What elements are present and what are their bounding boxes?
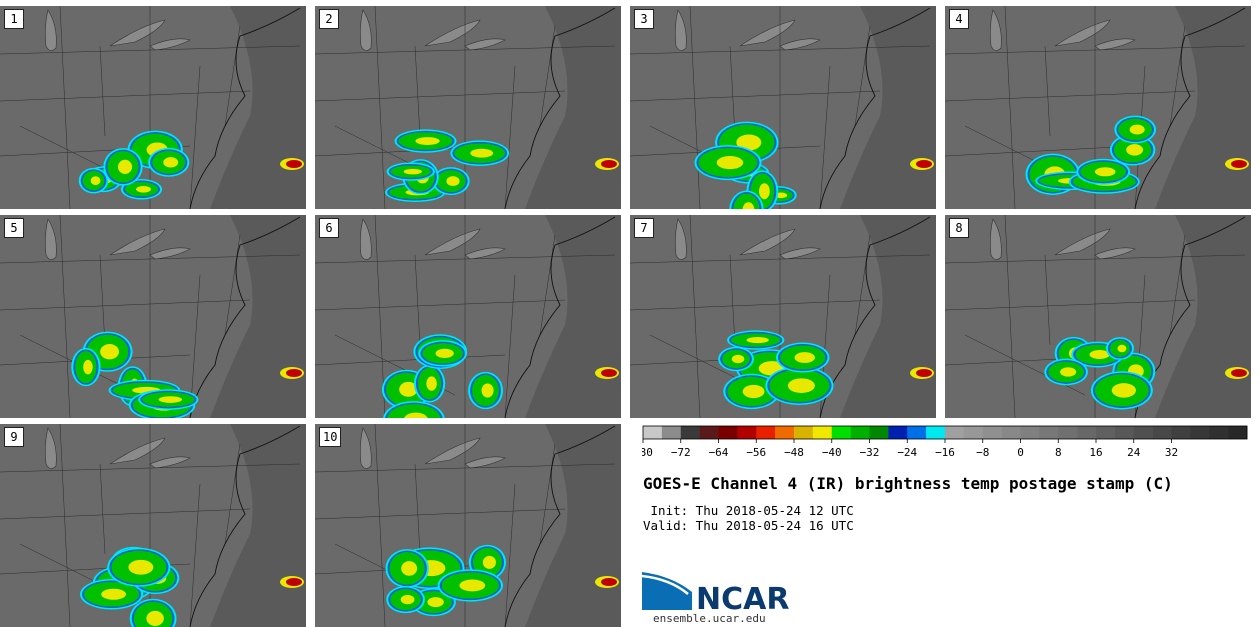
colorbar-swatch bbox=[963, 426, 984, 439]
valid-time: Valid: Thu 2018-05-24 16 UTC bbox=[643, 518, 854, 533]
colorbar-swatch bbox=[1228, 426, 1248, 439]
logo-wordmark: NCAR bbox=[696, 582, 789, 612]
ir-satellite-map bbox=[0, 424, 306, 627]
colorbar-swatch bbox=[1001, 426, 1021, 439]
colorbar-tick-label: −72 bbox=[671, 446, 691, 459]
colorbar-swatch bbox=[869, 426, 889, 439]
colorbar-tick-label: −16 bbox=[935, 446, 955, 459]
init-time: Init: Thu 2018-05-24 12 UTC bbox=[643, 503, 854, 518]
colorbar-tick-label: −56 bbox=[746, 446, 766, 459]
colorbar-tick-label: −40 bbox=[822, 446, 842, 459]
colorbar-tick-label: −64 bbox=[709, 446, 729, 459]
stamp-panel-2: 2 bbox=[315, 6, 621, 209]
chart-title: GOES-E Channel 4 (IR) brightness temp po… bbox=[643, 474, 1173, 493]
stamp-panel-3: 3 bbox=[630, 6, 936, 209]
colorbar-tick-label: −24 bbox=[897, 446, 917, 459]
ir-satellite-map bbox=[945, 215, 1251, 418]
colorbar-swatch bbox=[926, 426, 946, 439]
colorbar-swatch bbox=[850, 426, 870, 439]
stamp-panel-4: 4 bbox=[945, 6, 1251, 209]
ir-satellite-map bbox=[315, 424, 621, 627]
colorbar-swatch bbox=[831, 426, 851, 439]
stamp-panel-8: 8 bbox=[945, 215, 1251, 418]
colorbar-swatch bbox=[1171, 426, 1191, 439]
colorbar-tick-label: 16 bbox=[1089, 446, 1102, 459]
colorbar-swatch bbox=[737, 426, 757, 439]
colorbar-swatch bbox=[1039, 426, 1059, 439]
colorbar-swatch bbox=[775, 426, 795, 439]
panel-number: 3 bbox=[634, 9, 654, 29]
colorbar-swatch bbox=[1152, 426, 1172, 439]
colorbar-swatch bbox=[888, 426, 908, 439]
panel-number: 8 bbox=[949, 218, 969, 238]
colorbar-tick-label: −32 bbox=[860, 446, 880, 459]
panel-number: 5 bbox=[4, 218, 24, 238]
panel-number: 4 bbox=[949, 9, 969, 29]
panel-number: 7 bbox=[634, 218, 654, 238]
colorbar-swatch bbox=[680, 426, 700, 439]
colorbar-swatch bbox=[794, 426, 814, 439]
colorbar-tick-label: −80 bbox=[642, 446, 653, 459]
panel-number: 9 bbox=[4, 427, 24, 447]
colorbar-swatch bbox=[907, 426, 927, 439]
colorbar-swatch bbox=[1114, 426, 1135, 439]
website-url: ensemble.ucar.edu bbox=[653, 612, 766, 625]
panel-number: 10 bbox=[319, 427, 342, 447]
colorbar-swatch bbox=[812, 426, 833, 439]
panel-number: 6 bbox=[319, 218, 339, 238]
colorbar-swatch bbox=[718, 426, 738, 439]
colorbar-swatch bbox=[1077, 426, 1097, 439]
colorbar-tick-label: −8 bbox=[976, 446, 989, 459]
ir-satellite-map bbox=[315, 6, 621, 209]
ir-satellite-map bbox=[0, 215, 306, 418]
stamp-panel-7: 7 bbox=[630, 215, 936, 418]
colorbar-swatch bbox=[661, 426, 682, 439]
colorbar-swatch bbox=[1190, 426, 1210, 439]
colorbar-swatch bbox=[756, 426, 776, 439]
colorbar-swatch bbox=[1133, 426, 1153, 439]
panel-number: 1 bbox=[4, 9, 24, 29]
colorbar-swatch bbox=[982, 426, 1002, 439]
stamp-panel-1: 1 bbox=[0, 6, 306, 209]
ncar-logo: NCAR bbox=[642, 572, 789, 612]
stamp-panel-5: 5 bbox=[0, 215, 306, 418]
ir-satellite-map bbox=[945, 6, 1251, 209]
panel-number: 2 bbox=[319, 9, 339, 29]
colorbar-swatch bbox=[945, 426, 965, 439]
colorbar-swatch bbox=[643, 426, 663, 439]
colorbar-tick-label: 8 bbox=[1055, 446, 1062, 459]
colorbar-swatch bbox=[1096, 426, 1116, 439]
colorbar-tick-label: 0 bbox=[1017, 446, 1024, 459]
stamp-panel-9: 9 bbox=[0, 424, 306, 627]
stamp-panel-10: 10 bbox=[315, 424, 621, 627]
colorbar-swatch bbox=[1020, 426, 1040, 439]
stamp-panel-6: 6 bbox=[315, 215, 621, 418]
colorbar-swatch bbox=[699, 426, 719, 439]
ir-satellite-map bbox=[630, 215, 936, 418]
colorbar-swatch bbox=[1058, 426, 1078, 439]
ir-satellite-map bbox=[315, 215, 621, 418]
colorbar-tick-label: 24 bbox=[1127, 446, 1141, 459]
ir-satellite-map bbox=[0, 6, 306, 209]
colorbar-tick-label: −48 bbox=[784, 446, 804, 459]
ir-satellite-map bbox=[630, 6, 936, 209]
colorbar-tick-label: 32 bbox=[1165, 446, 1178, 459]
colorbar-swatch bbox=[1209, 426, 1229, 439]
